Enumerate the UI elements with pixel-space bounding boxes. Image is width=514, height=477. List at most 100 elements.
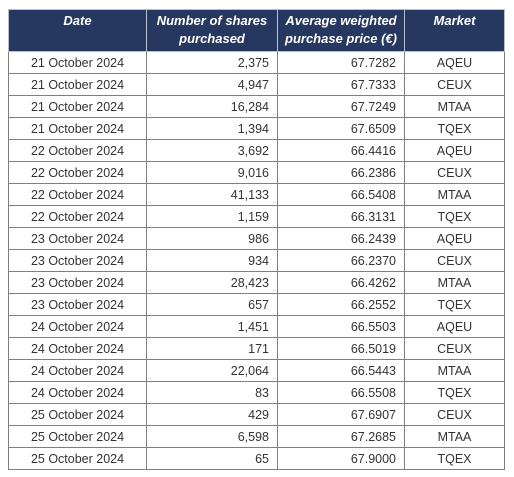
cell-shares: 4,947: [146, 73, 278, 96]
cell-date: 22 October 2024: [8, 139, 147, 162]
cell-date: 21 October 2024: [8, 51, 147, 74]
cell-shares: 171: [146, 337, 278, 360]
table-row: 24 October 2024 83 66.5508 TQEX: [8, 381, 505, 404]
table-row: 22 October 2024 1,159 66.3131 TQEX: [8, 205, 505, 228]
table-row: 24 October 2024 171 66.5019 CEUX: [8, 337, 505, 360]
cell-shares: 65: [146, 447, 278, 470]
table-row: 23 October 2024 657 66.2552 TQEX: [8, 293, 505, 316]
table-row: 21 October 2024 1,394 67.6509 TQEX: [8, 117, 505, 140]
cell-price: 66.2370: [277, 249, 405, 272]
cell-date: 21 October 2024: [8, 73, 147, 96]
cell-market: MTAA: [404, 95, 505, 118]
table-row: 21 October 2024 2,375 67.7282 AQEU: [8, 51, 505, 74]
cell-price: 66.5408: [277, 183, 405, 206]
cell-market: TQEX: [404, 293, 505, 316]
cell-market: TQEX: [404, 117, 505, 140]
cell-date: 25 October 2024: [8, 447, 147, 470]
cell-date: 21 October 2024: [8, 95, 147, 118]
cell-shares: 657: [146, 293, 278, 316]
cell-date: 22 October 2024: [8, 205, 147, 228]
cell-price: 66.3131: [277, 205, 405, 228]
cell-market: AQEU: [404, 315, 505, 338]
table-row: 25 October 2024 65 67.9000 TQEX: [8, 447, 505, 470]
column-header-shares: Number of shares purchased: [146, 9, 278, 52]
cell-market: TQEX: [404, 447, 505, 470]
table-header: Date Number of shares purchased Average …: [8, 9, 505, 52]
share-purchase-table: Date Number of shares purchased Average …: [8, 9, 505, 470]
cell-date: 24 October 2024: [8, 359, 147, 382]
cell-price: 67.2685: [277, 425, 405, 448]
table-row: 24 October 2024 22,064 66.5443 MTAA: [8, 359, 505, 382]
cell-market: CEUX: [404, 73, 505, 96]
cell-shares: 16,284: [146, 95, 278, 118]
cell-market: CEUX: [404, 337, 505, 360]
cell-price: 67.7249: [277, 95, 405, 118]
cell-price: 67.6509: [277, 117, 405, 140]
cell-price: 66.2552: [277, 293, 405, 316]
cell-market: MTAA: [404, 425, 505, 448]
table-row: 24 October 2024 1,451 66.5503 AQEU: [8, 315, 505, 338]
table-row: 25 October 2024 6,598 67.2685 MTAA: [8, 425, 505, 448]
cell-date: 23 October 2024: [8, 293, 147, 316]
table-row: 23 October 2024 986 66.2439 AQEU: [8, 227, 505, 250]
cell-price: 66.5503: [277, 315, 405, 338]
cell-shares: 22,064: [146, 359, 278, 382]
cell-date: 23 October 2024: [8, 271, 147, 294]
table-row: 22 October 2024 9,016 66.2386 CEUX: [8, 161, 505, 184]
cell-date: 24 October 2024: [8, 337, 147, 360]
cell-date: 24 October 2024: [8, 315, 147, 338]
cell-date: 21 October 2024: [8, 117, 147, 140]
table-body: 21 October 2024 2,375 67.7282 AQEU 21 Octobe…: [8, 51, 505, 470]
cell-date: 22 October 2024: [8, 161, 147, 184]
cell-price: 67.6907: [277, 403, 405, 426]
cell-market: MTAA: [404, 183, 505, 206]
cell-market: AQEU: [404, 227, 505, 250]
cell-price: 66.2439: [277, 227, 405, 250]
cell-shares: 9,016: [146, 161, 278, 184]
table-row: 25 October 2024 429 67.6907 CEUX: [8, 403, 505, 426]
share-purchase-table-container: Date Number of shares purchased Average …: [8, 9, 505, 470]
cell-date: 23 October 2024: [8, 227, 147, 250]
cell-date: 25 October 2024: [8, 425, 147, 448]
cell-price: 67.7282: [277, 51, 405, 74]
header-row: Date Number of shares purchased Average …: [8, 9, 505, 52]
cell-date: 25 October 2024: [8, 403, 147, 426]
cell-date: 22 October 2024: [8, 183, 147, 206]
cell-market: CEUX: [404, 403, 505, 426]
column-header-market: Market: [404, 9, 505, 52]
cell-price: 66.4416: [277, 139, 405, 162]
cell-market: AQEU: [404, 139, 505, 162]
cell-shares: 83: [146, 381, 278, 404]
column-header-date: Date: [8, 9, 147, 52]
cell-shares: 1,394: [146, 117, 278, 140]
cell-shares: 429: [146, 403, 278, 426]
cell-price: 66.5443: [277, 359, 405, 382]
cell-price: 66.2386: [277, 161, 405, 184]
cell-price: 66.5508: [277, 381, 405, 404]
table-row: 21 October 2024 4,947 67.7333 CEUX: [8, 73, 505, 96]
cell-date: 24 October 2024: [8, 381, 147, 404]
cell-shares: 28,423: [146, 271, 278, 294]
cell-market: MTAA: [404, 359, 505, 382]
cell-shares: 934: [146, 249, 278, 272]
cell-shares: 986: [146, 227, 278, 250]
cell-price: 67.7333: [277, 73, 405, 96]
cell-shares: 1,451: [146, 315, 278, 338]
cell-price: 66.4262: [277, 271, 405, 294]
cell-date: 23 October 2024: [8, 249, 147, 272]
cell-shares: 1,159: [146, 205, 278, 228]
table-row: 21 October 2024 16,284 67.7249 MTAA: [8, 95, 505, 118]
cell-market: CEUX: [404, 161, 505, 184]
cell-shares: 6,598: [146, 425, 278, 448]
cell-shares: 3,692: [146, 139, 278, 162]
cell-price: 66.5019: [277, 337, 405, 360]
cell-shares: 41,133: [146, 183, 278, 206]
table-row: 23 October 2024 934 66.2370 CEUX: [8, 249, 505, 272]
cell-market: AQEU: [404, 51, 505, 74]
cell-price: 67.9000: [277, 447, 405, 470]
cell-shares: 2,375: [146, 51, 278, 74]
cell-market: TQEX: [404, 205, 505, 228]
table-row: 23 October 2024 28,423 66.4262 MTAA: [8, 271, 505, 294]
table-row: 22 October 2024 41,133 66.5408 MTAA: [8, 183, 505, 206]
cell-market: CEUX: [404, 249, 505, 272]
